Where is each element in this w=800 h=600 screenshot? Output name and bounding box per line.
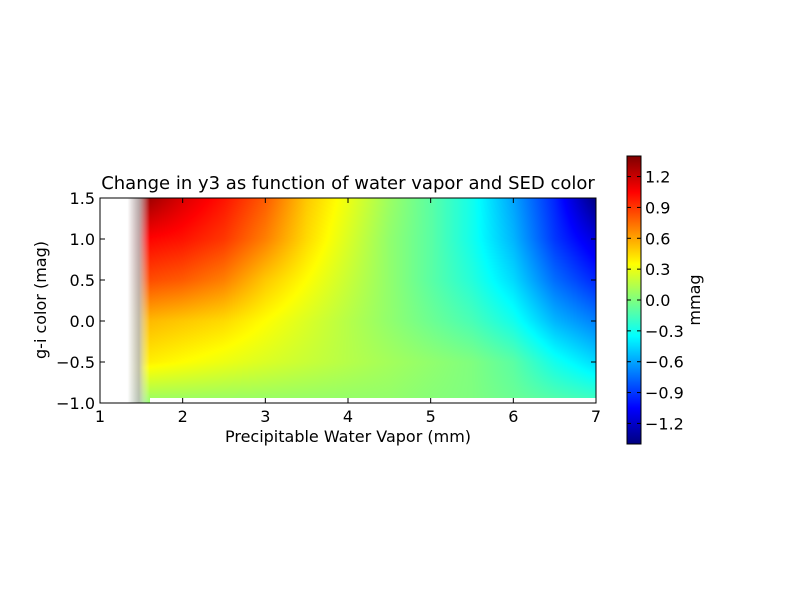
y-tick-label: −1.0 [56,394,95,413]
y-tick-label: 0.0 [70,312,95,331]
x-tick-label: 4 [343,407,353,426]
colorbar-tick-label: 1.2 [645,168,670,187]
y-tick-label: 0.5 [70,271,95,290]
colorbar-tick-label: 0.3 [645,260,670,279]
colorbar-tick-label: 0.6 [645,229,670,248]
colorbar-tick-label: −1.2 [645,414,684,433]
colorbar-tick-label: −0.6 [645,353,684,372]
colorbar-tick-label: 0.9 [645,198,670,217]
colorbar-tick-label: −0.3 [645,322,684,341]
x-axis-ticks: 1 2 3 4 5 6 7 [95,198,601,426]
no-data-bottom-strip [150,398,596,403]
colorbar-tick-label: 0.0 [645,291,670,310]
x-tick-label: 5 [426,407,436,426]
y-tick-label: 1.5 [70,189,95,208]
colorbar-ticks: 1.2 0.9 0.6 0.3 0.0 −0.3 −0.6 −0.9 −1.2 [627,168,684,433]
heatmap-image [100,198,596,403]
no-data-region [100,198,150,403]
y-axis-ticks: −1.0 −0.5 0.0 0.5 1.0 1.5 [56,189,596,413]
y-tick-label: −0.5 [56,353,95,372]
colorbar-label: mmag [685,274,704,325]
x-tick-label: 7 [591,407,601,426]
x-tick-label: 3 [260,407,270,426]
chart-title: Change in y3 as function of water vapor … [101,173,595,194]
y-axis-label: g-i color (mag) [31,241,50,359]
x-tick-label: 1 [95,407,105,426]
x-tick-label: 2 [178,407,188,426]
x-tick-label: 6 [508,407,518,426]
y-tick-label: 1.0 [70,230,95,249]
x-axis-label: Precipitable Water Vapor (mm) [225,427,471,446]
colorbar-tick-label: −0.9 [645,384,684,403]
